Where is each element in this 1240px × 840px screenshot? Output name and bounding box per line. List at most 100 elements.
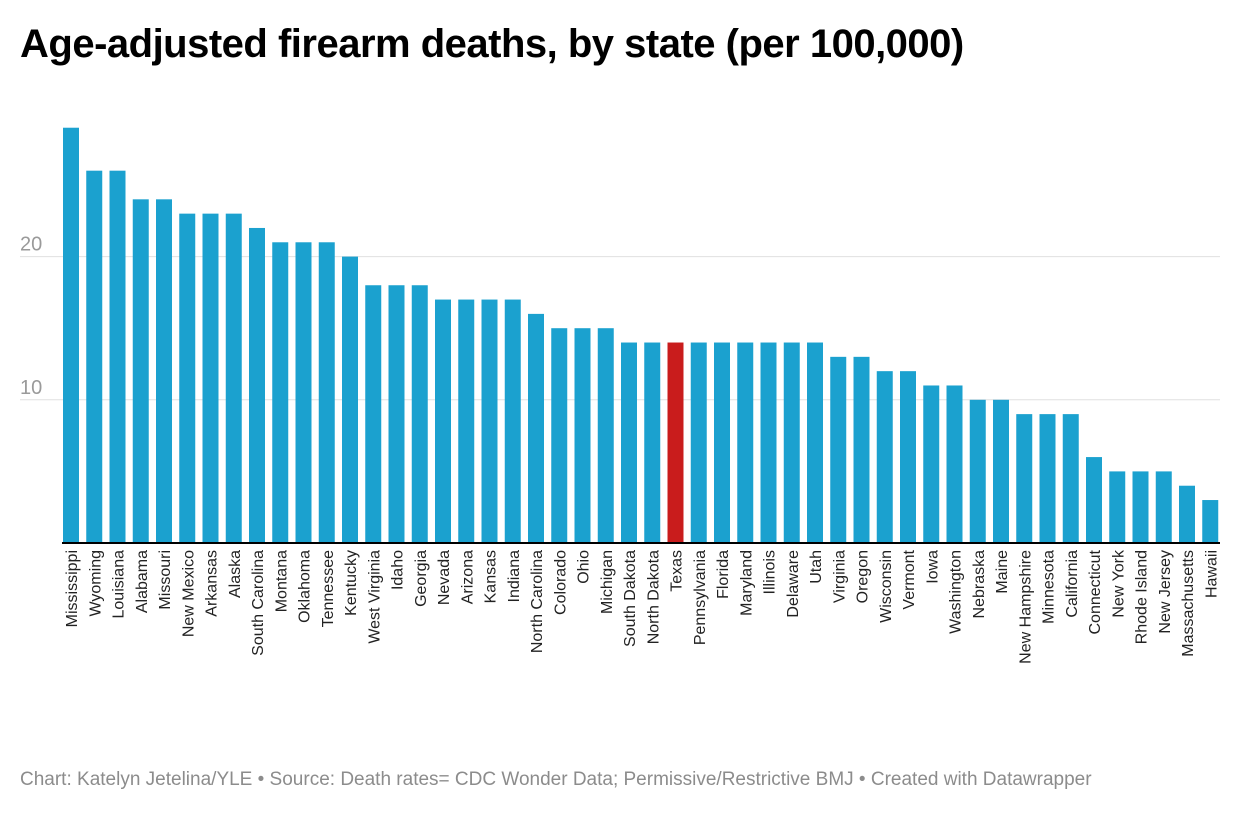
- x-tick-label: Illinois: [762, 550, 779, 594]
- x-tick-label: New Hampshire: [1017, 550, 1034, 664]
- x-tick-label: Florida: [715, 550, 732, 599]
- bar-georgia: [411, 285, 428, 543]
- bar-south-dakota: [621, 342, 637, 543]
- bar-ohio: [574, 328, 591, 543]
- bar-vermont: [900, 371, 916, 543]
- bar-mississippi: [63, 127, 79, 543]
- bars-layer: [63, 127, 1219, 543]
- bar-hawaii: [1202, 500, 1219, 543]
- x-tick-label: Colorado: [552, 550, 569, 615]
- bar-minnesota: [1039, 414, 1056, 543]
- x-tick-label: Iowa: [924, 550, 941, 584]
- bar-louisiana: [109, 170, 126, 543]
- x-tick-label: South Carolina: [250, 550, 267, 656]
- x-tick-label: Pennsylvania: [692, 550, 709, 645]
- y-tick-label: 10: [20, 377, 42, 399]
- x-tick-label: Arkansas: [204, 550, 221, 617]
- x-tick-label: Nevada: [436, 550, 453, 605]
- bar-west-virginia: [365, 285, 382, 543]
- x-tick-label: Kansas: [483, 550, 500, 603]
- bar-north-carolina: [528, 313, 544, 543]
- bar-kentucky: [342, 256, 358, 543]
- x-tick-label: New Jersey: [1157, 550, 1174, 634]
- bar-california: [1062, 414, 1079, 543]
- bar-idaho: [388, 285, 405, 543]
- bar-maryland: [737, 342, 754, 543]
- bar-missouri: [156, 199, 172, 543]
- bar-alaska: [225, 213, 242, 543]
- x-tick-label: Missouri: [157, 550, 174, 610]
- bar-pennsylvania: [690, 342, 707, 543]
- x-tick-label: Nebraska: [971, 550, 988, 619]
- x-tick-label: Michigan: [599, 550, 616, 614]
- x-tick-label: Delaware: [785, 550, 802, 618]
- y-tick-label: 20: [20, 234, 42, 256]
- x-tick-label: Wyoming: [87, 550, 104, 617]
- x-tick-label: Oregon: [855, 550, 872, 603]
- x-tick-label: Alabama: [134, 550, 151, 613]
- x-tick-label: Indiana: [506, 550, 523, 603]
- x-tick-label: Maine: [994, 550, 1011, 594]
- bar-indiana: [504, 299, 521, 543]
- x-tick-label: Vermont: [901, 549, 918, 609]
- x-tick-label: Montana: [273, 550, 290, 612]
- x-tick-label: Washington: [948, 550, 965, 634]
- bar-new-york: [1109, 471, 1126, 543]
- x-tick-label: Arizona: [459, 550, 476, 604]
- x-tick-label: West Virginia: [366, 550, 383, 644]
- x-tick-label: South Dakota: [622, 550, 639, 647]
- bar-maine: [993, 399, 1009, 543]
- x-tick-label: Connecticut: [1087, 549, 1104, 634]
- chart-title: Age-adjusted firearm deaths, by state (p…: [20, 22, 964, 66]
- x-tick-label: Wisconsin: [878, 550, 895, 623]
- bar-tennessee: [318, 242, 335, 543]
- chart-footer: Chart: Katelyn Jetelina/YLE • Source: De…: [20, 769, 1092, 790]
- bar-south-carolina: [249, 227, 265, 543]
- x-tick-label: Georgia: [413, 550, 430, 607]
- bar-alabama: [132, 199, 149, 543]
- x-tick-label: Virginia: [831, 550, 848, 603]
- x-tick-label: Texas: [669, 550, 686, 592]
- x-tick-label: North Carolina: [529, 550, 546, 653]
- bar-iowa: [923, 385, 940, 543]
- bar-utah: [807, 342, 823, 543]
- x-tick-label: Oklahoma: [297, 550, 314, 623]
- bar-texas: [667, 342, 684, 543]
- bar-colorado: [551, 328, 568, 543]
- x-tick-label: Rhode Island: [1134, 550, 1151, 644]
- x-tick-label: Utah: [808, 550, 825, 584]
- bar-oklahoma: [295, 242, 312, 543]
- bar-connecticut: [1086, 457, 1102, 543]
- x-tick-label: Maryland: [738, 550, 755, 616]
- bar-virginia: [830, 356, 847, 543]
- x-tick-label: Louisiana: [111, 550, 128, 619]
- x-tick-label: Idaho: [390, 550, 407, 590]
- bar-illinois: [760, 342, 777, 543]
- bar-oregon: [853, 356, 870, 543]
- bar-kansas: [481, 299, 498, 543]
- x-tick-label: Alaska: [227, 550, 244, 598]
- bar-montana: [272, 242, 289, 543]
- x-tick-label: Minnesota: [1041, 550, 1058, 624]
- x-tick-label: Ohio: [576, 550, 593, 584]
- bar-north-dakota: [644, 342, 661, 543]
- bar-new-hampshire: [1016, 414, 1033, 543]
- bar-wisconsin: [876, 371, 893, 543]
- x-tick-label: New Mexico: [180, 550, 197, 637]
- bar-wyoming: [86, 170, 103, 543]
- x-tick-label: Hawaii: [1203, 550, 1220, 598]
- x-tick-label: Tennessee: [320, 550, 337, 627]
- bar-arkansas: [202, 213, 219, 543]
- bar-new-mexico: [179, 213, 196, 543]
- bar-delaware: [783, 342, 800, 543]
- bar-michigan: [597, 328, 614, 543]
- x-tick-label: Kentucky: [343, 550, 360, 616]
- bar-rhode-island: [1132, 471, 1149, 543]
- bar-new-jersey: [1155, 471, 1172, 543]
- bar-massachusetts: [1179, 485, 1195, 543]
- bar-arizona: [458, 299, 475, 543]
- bar-washington: [946, 385, 963, 543]
- x-tick-label: New York: [1110, 549, 1127, 618]
- x-tick-label: California: [1064, 550, 1081, 618]
